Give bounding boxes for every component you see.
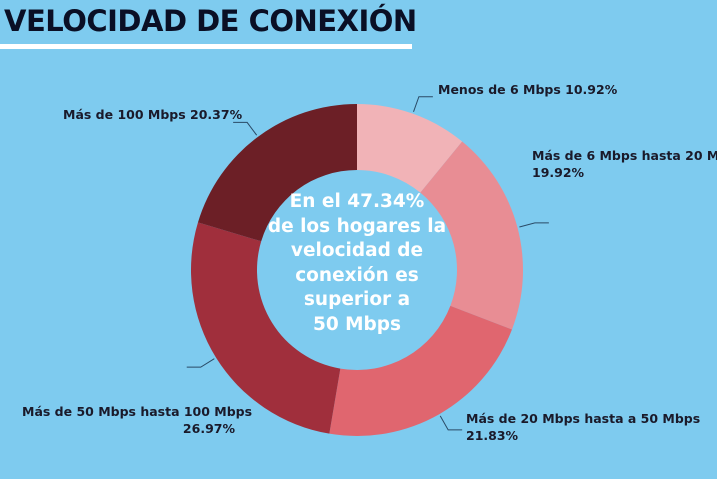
leader-line-0 bbox=[413, 96, 433, 112]
label-slice-0: Menos de 6 Mbps 10.92% bbox=[438, 82, 618, 97]
label-slice-1: Más de 6 Mbps hasta 20 M... 19.92% bbox=[532, 148, 717, 180]
center-line: En el 47.34% bbox=[289, 191, 425, 212]
label-slice-2: Más de 20 Mbps hasta a 50 Mbps 21.83% bbox=[466, 411, 701, 443]
center-annotation: En el 47.34% de los hogares la velocidad… bbox=[262, 190, 452, 337]
label-slice-4: Más de 100 Mbps 20.37% bbox=[63, 107, 243, 122]
center-line: de los hogares la bbox=[267, 215, 447, 237]
title-underline bbox=[0, 44, 412, 49]
donut-slice-4[interactable] bbox=[197, 104, 357, 242]
leader-line-4 bbox=[233, 121, 258, 136]
leader-line-3 bbox=[186, 358, 215, 368]
center-line: superior a bbox=[303, 289, 411, 310]
leader-line-2 bbox=[439, 415, 463, 431]
donut-slice-2[interactable] bbox=[329, 305, 512, 436]
center-line: conexión es bbox=[295, 264, 419, 286]
donut-slice-1[interactable] bbox=[420, 141, 523, 330]
donut-slice-0[interactable] bbox=[357, 104, 463, 193]
chart-title: VELOCIDAD DE CONEXIÓN bbox=[4, 4, 417, 38]
leader-line-1 bbox=[519, 222, 549, 228]
center-line: 50 Mbps bbox=[312, 313, 402, 335]
center-line: velocidad de bbox=[290, 240, 424, 261]
label-slice-3: Más de 50 Mbps hasta 100 Mbps 26.97% bbox=[22, 404, 253, 436]
donut-slice-3[interactable] bbox=[191, 222, 341, 434]
